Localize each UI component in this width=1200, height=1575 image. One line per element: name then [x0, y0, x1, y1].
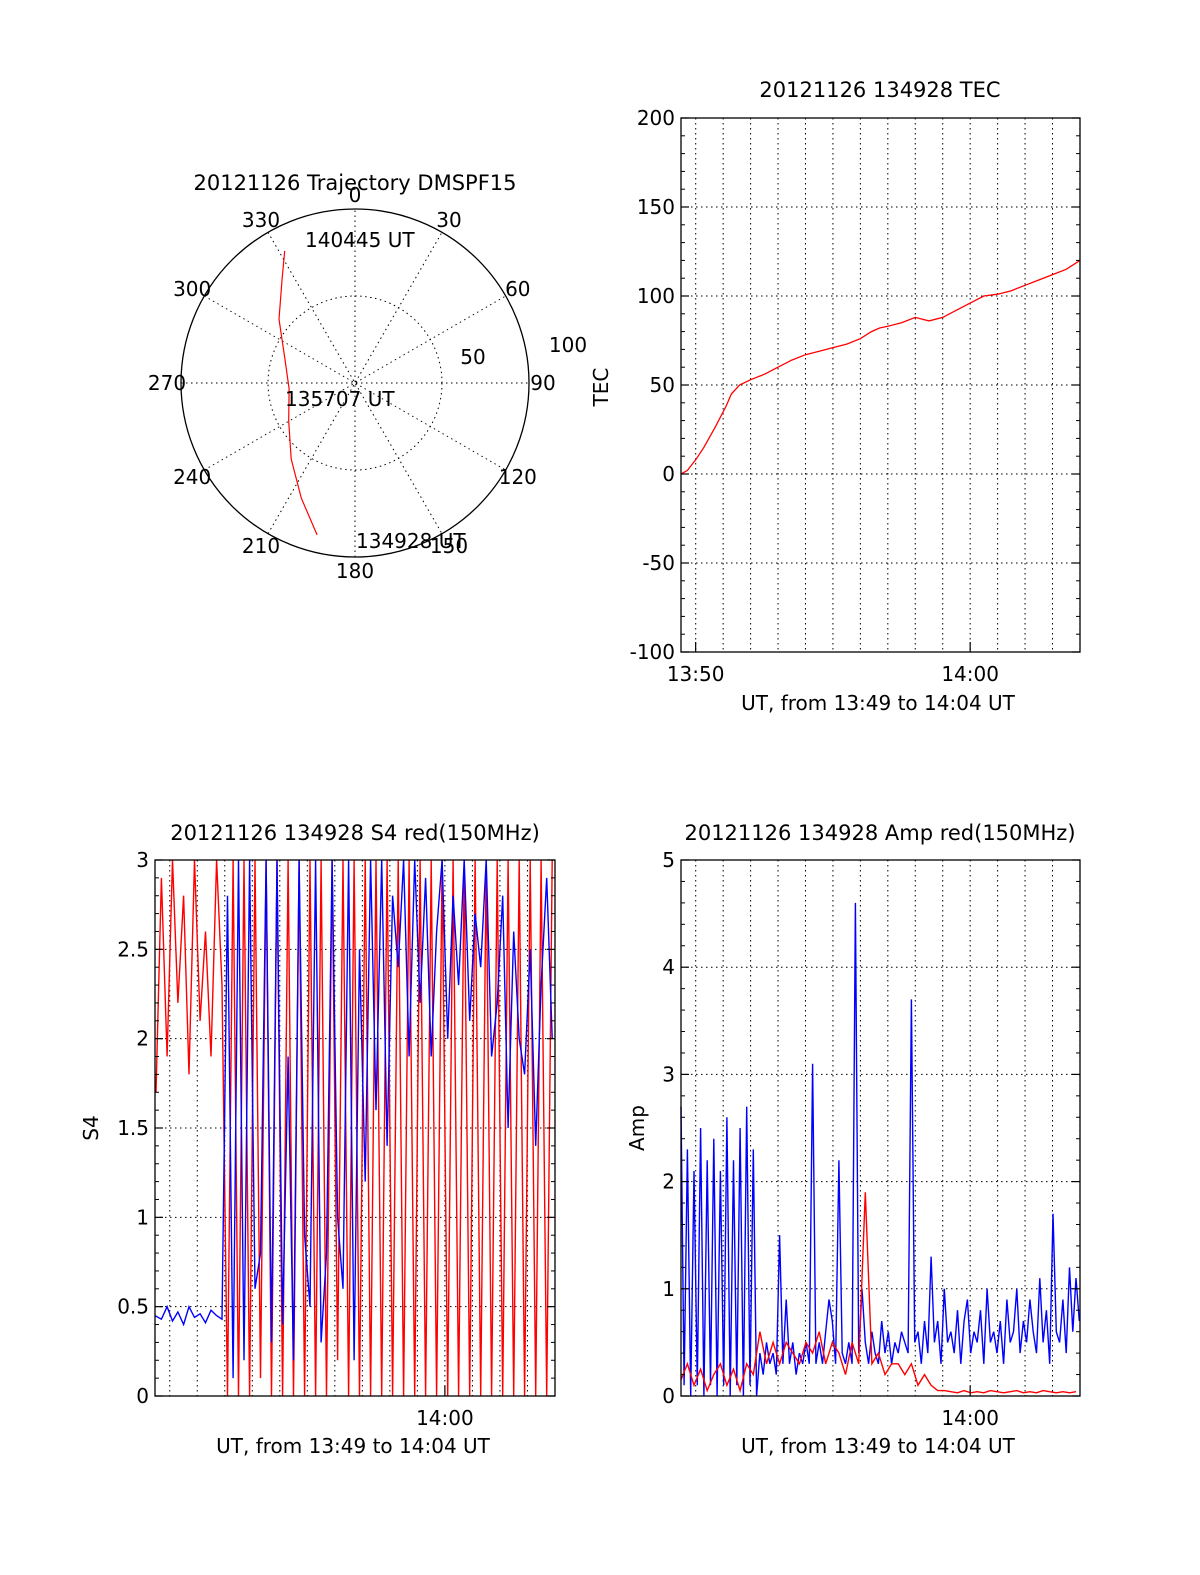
amp-plot-area	[680, 902, 1080, 1397]
annotation-end-time: 140445 UT	[305, 228, 415, 252]
s4-y-axis-label: S4	[79, 1115, 103, 1140]
tec-ytick-label: -100	[630, 640, 675, 664]
amp-ytick-label: 2	[662, 1170, 675, 1194]
polar-angle-labels: 0 30 60 90 120 150 180 210 240 270 300 330	[148, 183, 556, 583]
radial-label-100: 100	[549, 333, 587, 357]
s4-x-axis-label: UT, from 13:49 to 14:04 UT	[216, 1434, 491, 1458]
polar-angle-label-210: 210	[242, 534, 280, 558]
tec-ytick-label: 200	[637, 106, 675, 130]
amp-y-axis-label: Amp	[625, 1105, 649, 1151]
s4-ytick-label: 0	[136, 1384, 149, 1408]
polar-angle-label-30: 30	[436, 208, 461, 232]
amp-ytick-label: 3	[662, 1062, 675, 1086]
s4-ytick-label: 1	[136, 1205, 149, 1229]
tec-ytick-label: 0	[662, 462, 675, 486]
polar-angle-label-240: 240	[173, 465, 211, 489]
polar-angle-label-330: 330	[242, 208, 280, 232]
amp-xtick-label: 14:00	[941, 1406, 999, 1430]
amp-ytick-label: 4	[662, 955, 675, 979]
polar-grid-spoke	[267, 232, 443, 534]
polar-grid-ring	[267, 295, 443, 471]
tec-title: 20121126 134928 TEC	[759, 78, 1000, 102]
s4-ytick-label: 2	[136, 1027, 149, 1051]
amp-ytick-label: 1	[662, 1277, 675, 1301]
s4-ticks: 3 2.5 2 1.5 1 0.5 0 14:00	[117, 848, 555, 1430]
tec-xtick-label: 13:50	[667, 662, 725, 686]
polar-grid-spoke	[267, 232, 443, 534]
polar-angle-label-270: 270	[148, 371, 186, 395]
amp-axes-frame	[680, 859, 1081, 1397]
trajectory-title: 20121126 Trajectory DMSPF15	[193, 171, 516, 195]
tec-plot-area	[680, 259, 1081, 475]
s4-chart: 20121126 134928 S4 red(150MHz) 3 2.5 2 1.5 1…	[79, 821, 556, 1458]
polar-angle-label-90: 90	[530, 371, 555, 395]
polar-outer-ring	[180, 208, 530, 558]
tec-y-axis-label: TEC	[589, 368, 613, 408]
tec-series-0-line	[680, 259, 1081, 475]
amp-ytick-label: 5	[662, 848, 675, 872]
amp-title: 20121126 134928 Amp red(150MHz)	[684, 821, 1075, 845]
tec-chart: 20121126 134928 TEC 200150100500-50-1001…	[589, 78, 1081, 715]
s4-ytick-label: 1.5	[117, 1116, 149, 1140]
amp-ticks: 5 4 3 2 1 0 14:00	[662, 848, 1080, 1430]
annotation-start-time: 134928 UT	[356, 529, 466, 553]
tec-ytick-label: 150	[637, 195, 675, 219]
amp-series-1-line	[680, 1192, 1077, 1394]
polar-angle-label-120: 120	[499, 465, 537, 489]
s4-ytick-label: 0.5	[117, 1295, 149, 1319]
polar-grid-spoke	[204, 295, 506, 471]
polar-angle-label-60: 60	[505, 277, 530, 301]
trajectory-trace	[278, 250, 318, 536]
polar-angle-label-0: 0	[349, 183, 362, 207]
s4-ytick-label: 2.5	[117, 937, 149, 961]
amp-ytick-label: 0	[662, 1384, 675, 1408]
amp-grid	[681, 860, 1081, 1396]
amp-x-axis-label: UT, from 13:49 to 14:04 UT	[741, 1434, 1016, 1458]
tec-ytick-label: -50	[642, 551, 675, 575]
s4-ytick-label: 3	[136, 848, 149, 872]
s4-xtick-label: 14:00	[416, 1406, 474, 1430]
amp-series-0-line	[680, 902, 1080, 1397]
polar-grid	[181, 209, 529, 557]
polar-angle-label-180: 180	[336, 559, 374, 583]
tec-x-axis-label: UT, from 13:49 to 14:04 UT	[741, 691, 1016, 715]
polar-grid-spoke	[204, 295, 506, 471]
polar-angle-label-300: 300	[173, 277, 211, 301]
s4-title: 20121126 134928 S4 red(150MHz)	[170, 821, 540, 845]
annotation-mid-time: 135707 UT	[285, 387, 395, 411]
trajectory-chart: 20121126 Trajectory DMSPF15 0 30 60 90 120 15…	[148, 171, 587, 583]
amp-chart: 20121126 134928 Amp red(150MHz) 5 4 3 2 1 0 14…	[625, 821, 1081, 1458]
s4-plot-area	[154, 859, 553, 1397]
polar-angle-label-150: 150	[430, 534, 468, 558]
tec-xtick-label: 14:00	[941, 662, 999, 686]
tec-ytick-label: 100	[637, 284, 675, 308]
radial-label-50: 50	[460, 345, 485, 369]
tec-ytick-label: 50	[650, 373, 675, 397]
